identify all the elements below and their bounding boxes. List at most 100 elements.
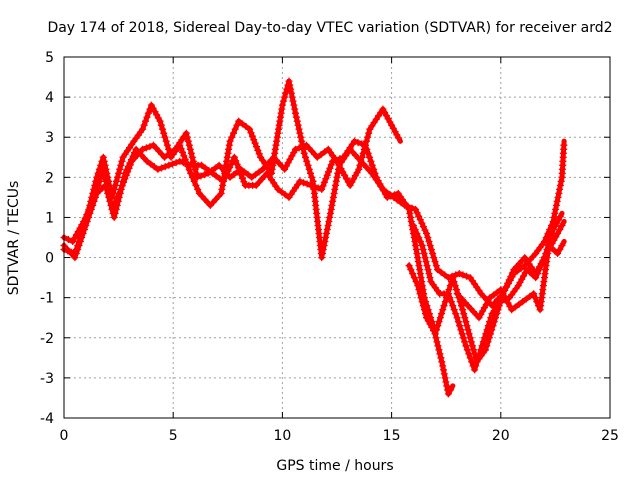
data-point [327,210,333,216]
data-point [242,182,248,188]
data-point [286,194,292,200]
data-point [356,166,362,172]
y-tick-label: 1 [45,210,54,226]
y-tick-label: 2 [45,170,54,186]
data-point [410,222,416,228]
data-point [341,154,347,160]
data-point [236,118,242,124]
data-point [413,206,419,212]
data-point [537,307,543,313]
data-point [347,182,353,188]
data-point [231,154,237,160]
y-tick-label: -1 [40,291,54,307]
data-point [531,291,537,297]
data-point [216,162,222,168]
data-point [196,190,202,196]
axis-ticks [63,56,611,419]
data-point [520,299,526,305]
data-point [275,186,281,192]
data-point [227,138,233,144]
data-point [362,142,368,148]
x-axis-label: GPS time / hours [276,458,393,474]
data-point [188,170,194,176]
data-point [297,178,303,184]
data-point [480,339,486,345]
y-tick-label: 3 [45,130,54,146]
data-point [561,218,567,224]
data-point [293,110,299,116]
data-point [358,158,364,164]
data-point [293,146,299,152]
data-point [550,226,556,232]
data-point [478,291,484,297]
data-point [83,222,89,228]
x-tick-label: 25 [601,428,619,444]
data-point [210,170,216,176]
grid-lines [64,57,610,418]
x-tick-label: 15 [383,428,401,444]
data-point [122,170,128,176]
data-point [207,202,213,208]
data-point [487,295,493,301]
data-point [199,162,205,168]
data-point [559,174,565,180]
data-point [476,315,482,321]
data-point [450,383,456,389]
data-point [319,255,325,261]
y-tick-label: 4 [45,90,54,106]
data-point [227,174,233,180]
data-point [555,230,561,236]
data-point [260,166,266,172]
data-point [194,174,200,180]
data-point [367,126,373,132]
data-point [336,162,342,168]
data-point [515,283,521,289]
data-point [561,239,567,245]
data-point [384,194,390,200]
x-tick-labels: 0 5 10 15 20 25 [60,428,619,444]
data-point [271,154,277,160]
data-point [148,102,154,108]
data-point [395,190,401,196]
data-point [111,214,117,220]
data-point [351,138,357,144]
data-point [72,255,78,261]
data-point [483,347,489,353]
data-point [511,271,517,277]
data-point [314,154,320,160]
data-point [441,303,447,309]
series-track-1 [60,77,403,262]
series-track-4 [405,138,568,366]
y-tick-label: -3 [40,371,54,387]
data-point [258,154,264,160]
data-point [428,279,434,285]
plot-series [60,77,568,398]
data-point [467,335,473,341]
chart-title: Day 174 of 2018, Sidereal Day-to-day VTE… [47,20,612,36]
data-point [454,291,460,297]
series-track-5 [409,210,565,374]
data-point [432,331,438,337]
data-point [424,315,430,321]
series-line [61,130,567,309]
data-point [249,174,255,180]
data-point [439,359,445,365]
data-point [389,122,395,128]
data-point [264,170,270,176]
data-point [491,319,497,325]
data-point [522,263,528,269]
data-point [253,182,259,188]
data-point [373,174,379,180]
plot-frame [63,56,611,419]
data-point [463,343,469,349]
y-tick-label: -4 [40,411,54,427]
data-point [489,303,495,309]
data-point [172,146,178,152]
data-point [303,142,309,148]
y-tick-label: 5 [45,50,54,66]
data-point [380,106,386,112]
data-point [144,158,150,164]
y-axis-label: SDTVAR / TECUs [6,181,22,296]
data-point [155,166,161,172]
x-tick-label: 20 [492,428,510,444]
